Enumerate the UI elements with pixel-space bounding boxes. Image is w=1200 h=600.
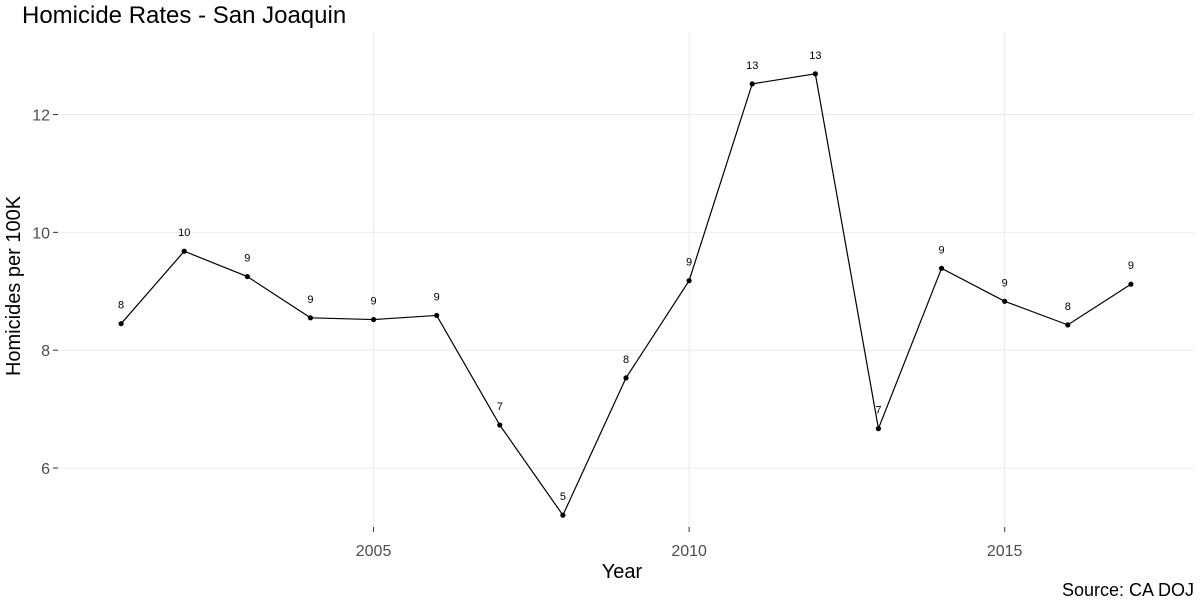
y-axis: 6 8 10 12 — [32, 108, 58, 478]
series-line — [120, 73, 1132, 517]
data-label: 13 — [809, 50, 821, 62]
data-label: 8 — [118, 300, 124, 312]
data-point — [370, 316, 377, 323]
data-label: 10 — [178, 227, 190, 239]
x-tick-label: 2015 — [987, 543, 1023, 560]
data-point — [434, 312, 440, 319]
y-tick-label: 6 — [41, 461, 50, 478]
data-point — [623, 375, 629, 381]
data-point — [938, 265, 945, 271]
data-label: 8 — [623, 354, 629, 366]
data-label: 9 — [1128, 260, 1134, 272]
data-point — [875, 425, 882, 432]
data-point — [307, 315, 314, 321]
data-label: 7 — [497, 401, 503, 413]
series — [118, 71, 1134, 518]
data-label: 9 — [938, 244, 944, 256]
data-point — [560, 512, 566, 518]
x-tick-label: 2005 — [356, 543, 392, 560]
gridlines — [58, 32, 1194, 527]
data-label: 7 — [875, 405, 881, 417]
data-point — [1002, 298, 1008, 304]
data-label: 9 — [370, 296, 376, 308]
data-point — [244, 273, 250, 280]
x-axis: 2005 2010 2015 — [356, 527, 1023, 560]
data-point — [686, 278, 692, 284]
x-tick-label: 2010 — [671, 543, 707, 560]
data-label: 8 — [1065, 301, 1071, 313]
data-point — [118, 321, 124, 327]
data-point — [812, 71, 818, 77]
data-label: 9 — [434, 291, 440, 303]
data-point — [1128, 281, 1134, 287]
y-axis-label: Homicides per 100K — [3, 195, 25, 376]
data-label: 9 — [1002, 277, 1008, 289]
caption: Source: CA DOJ — [1062, 580, 1194, 600]
data-labels: 8 10 9 9 9 9 7 5 8 9 13 13 7 9 9 8 9 — [118, 50, 1134, 503]
data-point — [181, 248, 187, 254]
y-tick-label: 12 — [32, 108, 50, 125]
x-axis-label: Year — [602, 561, 643, 583]
data-label: 9 — [244, 253, 250, 265]
y-tick-label: 8 — [41, 343, 50, 360]
data-label: 9 — [686, 257, 692, 269]
y-tick-label: 10 — [32, 225, 50, 242]
data-point — [1065, 322, 1071, 328]
data-point — [749, 81, 755, 87]
data-label: 9 — [307, 294, 313, 306]
chart-title: Homicide Rates - San Joaquin — [22, 2, 346, 29]
data-label: 13 — [746, 60, 758, 72]
data-point — [497, 422, 503, 428]
data-label: 5 — [560, 491, 566, 503]
